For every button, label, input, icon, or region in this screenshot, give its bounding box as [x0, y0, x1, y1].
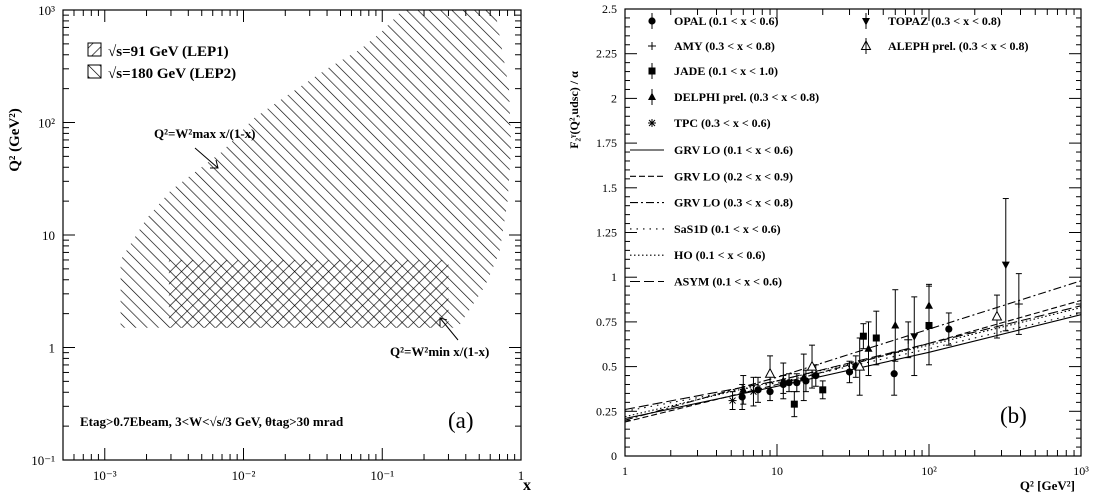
legend-curve-label-2: GRV LO (0.3 < x < 0.8)	[674, 196, 793, 210]
legend-curve-label-3: SaS1D (0.1 < x < 0.6)	[674, 222, 781, 236]
panel-b-label: (b)	[1000, 403, 1027, 428]
point-s5-0	[910, 333, 919, 341]
y-tick-label: 2.25	[596, 47, 617, 61]
x-tick-label: 1	[518, 468, 525, 483]
point-s2-2	[859, 332, 867, 340]
legend-label-0: OPAL (0.1 < x < 0.6)	[674, 14, 778, 28]
x-tick-label: 1	[622, 464, 628, 478]
legend-label-2: JADE (0.1 < x < 1.0)	[674, 64, 778, 78]
curve-0	[625, 314, 1081, 420]
point-s6-0	[764, 367, 776, 378]
y-tick-label: 10⁻¹	[31, 453, 55, 468]
point-s3-0	[739, 385, 748, 393]
x-tick-label: 10	[771, 464, 783, 478]
point-s0-11	[945, 325, 953, 333]
legend-curve-label-1: GRV LO (0.2 < x < 0.9)	[674, 169, 793, 183]
y-tick-label: 10²	[38, 116, 55, 131]
x-tick-label: 10³	[1073, 464, 1089, 478]
point-s0-7	[812, 371, 820, 380]
x-tick-label: 10⁻²	[232, 468, 256, 483]
legend-label-3: DELPHI prel. (0.3 < x < 0.8)	[674, 90, 819, 104]
legend-swatch-lep1	[87, 42, 102, 57]
point-s2-3	[872, 334, 880, 342]
y-tick-label: 1	[611, 270, 617, 284]
point-s4-0	[728, 396, 737, 405]
point-s6-2	[854, 360, 866, 371]
legend-label-1: AMY (0.3 < x < 0.8)	[674, 39, 775, 53]
upper-curve-annotation: Q²=W²max x/(1-x)	[154, 126, 256, 141]
legend-marker-4	[648, 119, 656, 127]
point-s3-5	[925, 301, 933, 309]
panel-a-ylabel: Q² (GeV²)	[7, 108, 23, 172]
point-s6-1	[806, 360, 818, 371]
upper-curve-arrowhead	[210, 159, 219, 169]
panel-a: 10⁻³ 10⁻² 10⁻¹ 1 10⁻¹ 1 10 10² 10³ Q² (GeV²) x √…	[7, 3, 531, 494]
panel-b-ylabel: F₂ᵞ(Q²,udsc) / α	[567, 71, 581, 149]
point-s0-8	[845, 368, 854, 376]
point-s1-1	[1014, 300, 1023, 309]
legend-curve-label-0: GRV LO (0.1 < x < 0.6)	[674, 143, 793, 157]
lower-curve-arrowhead	[439, 317, 448, 326]
y-tick-label: 1.25	[596, 226, 617, 240]
legend-curve-label-5: ASYM (0.1 < x < 0.6)	[674, 275, 782, 289]
point-s0-4	[785, 379, 793, 387]
point-s1-0	[904, 335, 913, 344]
y-tick-label: 2	[611, 91, 617, 105]
point-s3-4	[891, 320, 900, 329]
point-s0-0	[738, 393, 746, 401]
y-tick-label: 1	[49, 341, 56, 356]
y-tick-label: 1.75	[596, 136, 617, 150]
y-tick-label: 0.75	[596, 315, 617, 329]
curve-1	[625, 299, 1081, 423]
legend-swatch-lep2	[87, 64, 102, 79]
legend-label-lep2: √s=180 GeV (LEP2)	[108, 66, 236, 82]
legend-label-4: TPC (0.3 < x < 0.6)	[674, 116, 771, 130]
panel-b-xlabel: Q² [GeV²]	[1020, 478, 1075, 493]
panel-a-legend: √s=91 GeV (LEP1) √s=180 GeV (LEP2)	[87, 42, 236, 82]
point-s2-0	[790, 400, 798, 408]
x-tick-label: 10⁻¹	[370, 468, 394, 483]
y-tick-label: 1.5	[602, 181, 617, 195]
y-tick-label: 10³	[38, 3, 55, 18]
point-s0-10	[890, 370, 898, 378]
y-tick-label: 0.25	[596, 404, 617, 418]
upper-curve-arrow	[194, 147, 219, 169]
legend-marker-1	[648, 42, 656, 50]
point-s3-2	[799, 372, 808, 381]
y-tick-label: 0.5	[602, 360, 617, 374]
point-s0-5	[793, 379, 801, 387]
point-s6-3	[991, 310, 1003, 321]
y-tick-label: 10	[42, 228, 55, 243]
panel-a-label: (a)	[448, 408, 474, 433]
lower-curve-arrow	[439, 317, 459, 341]
point-s2-1	[819, 386, 827, 394]
legend-label-6: ALEPH prel. (0.3 < x < 0.8)	[888, 39, 1028, 53]
cuts-annotation: Etag>0.7Ebeam, 3<W<√s/3 GeV, θtag>30 mra…	[80, 414, 344, 429]
legend-curve-label-4: HO (0.1 < x < 0.6)	[674, 248, 765, 262]
point-s4-1	[749, 387, 758, 396]
curve-2	[625, 280, 1081, 421]
curve-5	[625, 305, 1081, 411]
panel-b: 1 10 10² 10³ 0 0.25 0.5 0.75 1 1.25 1.5 1.75 2 2.25 2.…	[567, 2, 1089, 493]
y-tick-label: 0	[611, 449, 617, 463]
legend-label-5: TOPAZ (0.3 < x < 0.8)	[888, 14, 1001, 28]
y-tick-label: 2.5	[602, 2, 617, 16]
region-lep2	[120, 10, 512, 328]
legend-label-lep1: √s=91 GeV (LEP1)	[108, 44, 229, 60]
panel-a-xlabel: x	[523, 477, 531, 494]
point-s3-3	[864, 344, 873, 352]
lower-curve-annotation: Q²=W²min x/(1-x)	[390, 344, 489, 359]
point-s3-1	[779, 376, 788, 384]
point-s5-1	[1001, 261, 1010, 270]
x-tick-label: 10⁻³	[93, 468, 117, 483]
x-tick-label: 10²	[921, 464, 937, 478]
